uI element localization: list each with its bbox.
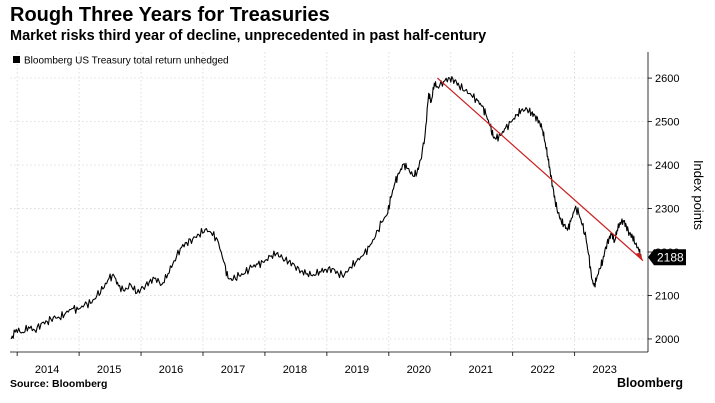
x-tick-label-2021: 2021: [469, 364, 493, 376]
y-tick-label-2000: 2000: [655, 334, 679, 346]
y-tick-label-2500: 2500: [655, 117, 679, 129]
x-tick-label-2020: 2020: [407, 364, 431, 376]
treasury-return-line: [10, 76, 642, 340]
last-value-badge: 2188: [648, 249, 686, 266]
x-tick-label-2023: 2023: [592, 364, 616, 376]
y-tick-label-2100: 2100: [655, 290, 679, 302]
x-tick-label-2014: 2014: [35, 364, 59, 376]
last-value-badge-bg: [648, 249, 686, 266]
y-tick-label-2600: 2600: [655, 73, 679, 85]
series-group: [10, 76, 644, 340]
trend-line: [437, 77, 644, 262]
y-tick-label-2300: 2300: [655, 204, 679, 216]
y-axis-label: Index points: [691, 160, 706, 231]
x-tick-label-2016: 2016: [159, 364, 183, 376]
source-note: Source: Bloomberg: [10, 378, 108, 390]
x-tick-label-2015: 2015: [97, 364, 121, 376]
last-value-text: 2188: [657, 251, 684, 265]
gridlines: [10, 52, 648, 352]
trend-arrowhead: [635, 252, 644, 261]
y-tick-label-2400: 2400: [655, 160, 679, 172]
x-tick-label-2019: 2019: [345, 364, 369, 376]
x-tick-label-2017: 2017: [221, 364, 245, 376]
legend-label: Bloomberg US Treasury total return unhed…: [24, 56, 229, 67]
legend: Bloomberg US Treasury total return unhed…: [13, 56, 229, 67]
chart-subtitle: Market risks third year of decline, unpr…: [10, 28, 487, 44]
bloomberg-logo-text: Bloomberg: [617, 376, 683, 390]
chart-title: Rough Three Years for Treasuries: [10, 4, 330, 26]
x-tick-labels: 2014 2015 2016 2017 2018 2019 2020 2021 2022 2023: [16, 352, 617, 376]
x-tick-label-2022: 2022: [530, 364, 554, 376]
legend-swatch: [13, 56, 20, 63]
y-tick-labels: 2000210022002300240025002600: [648, 73, 679, 346]
x-tick-label-2018: 2018: [283, 364, 307, 376]
